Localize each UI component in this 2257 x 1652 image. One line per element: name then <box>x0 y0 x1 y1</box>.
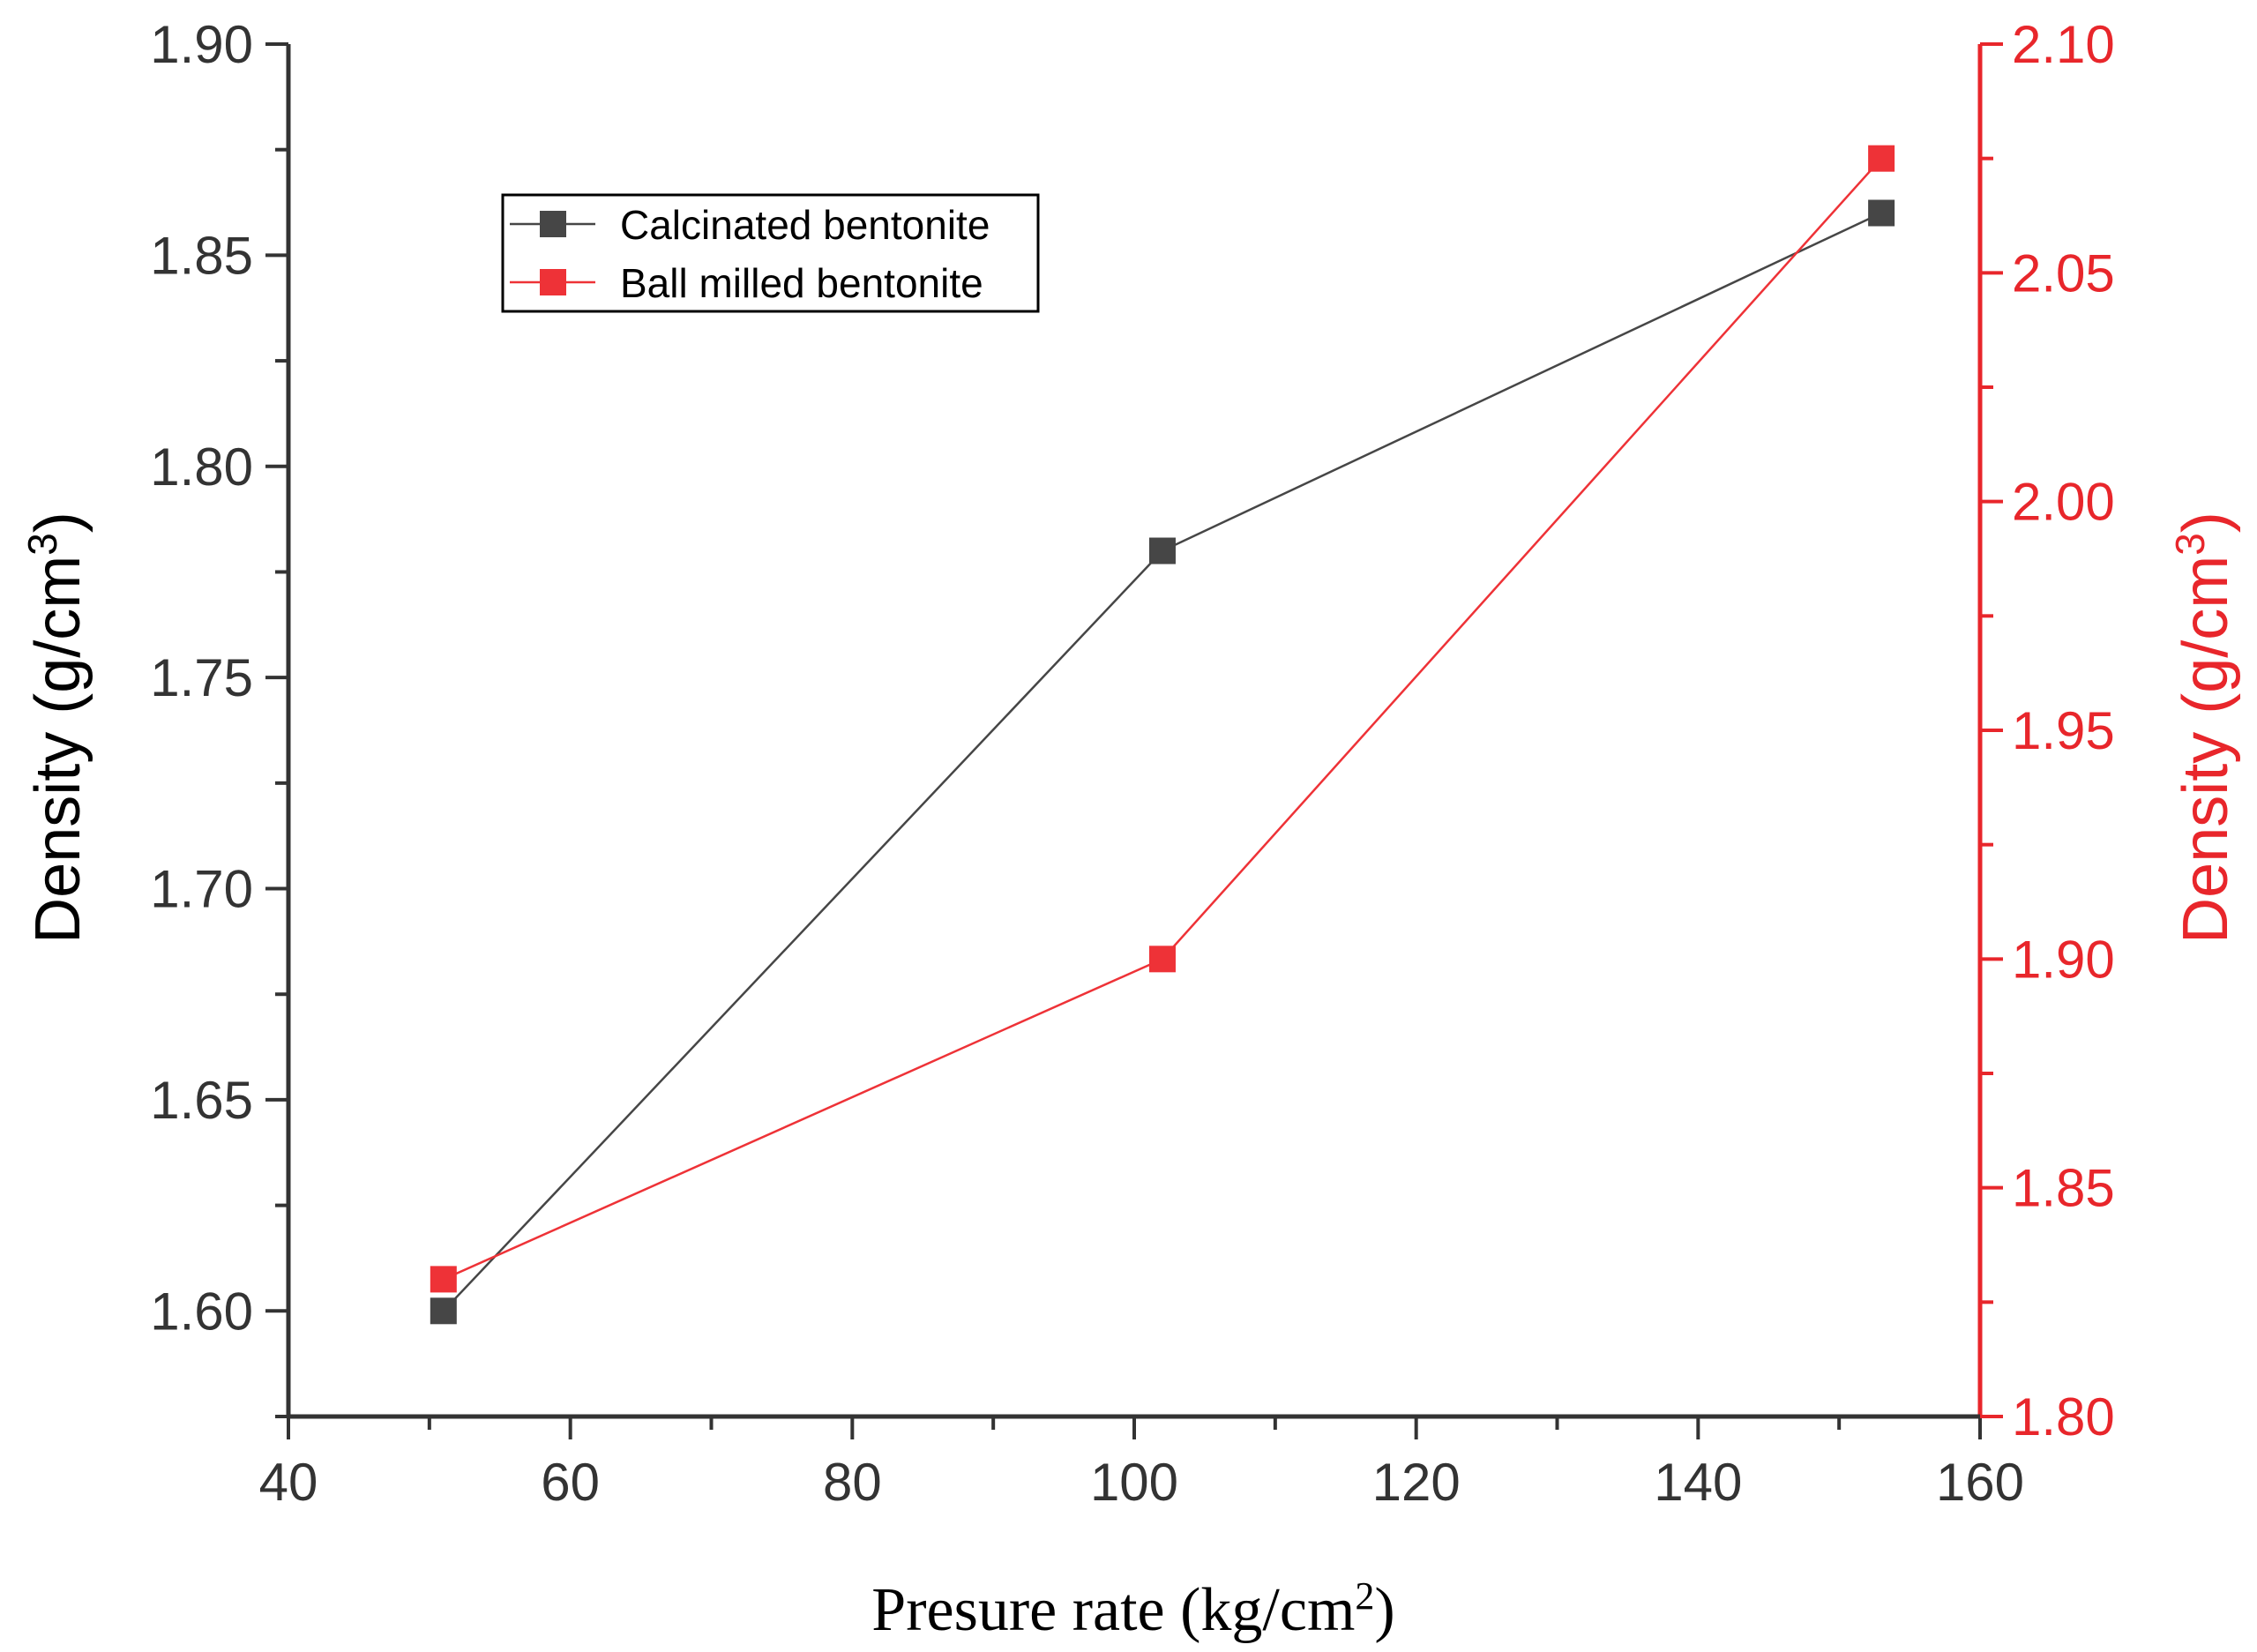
legend-marker-ball-milled <box>540 269 566 295</box>
right-y-tick-label: 1.85 <box>2012 1159 2115 1218</box>
data-point-calcinated <box>1148 537 1176 564</box>
data-point-calcinated <box>1868 199 1895 227</box>
legend-label-ball-milled: Ball milled bentonite <box>620 260 983 306</box>
ticks: 40 60 80 100 120 140 160 1.60 1.65 1.70 1.75 1.80 1.… <box>150 15 2115 1512</box>
series-markers <box>430 145 1895 1325</box>
left-y-tick-label: 1.90 <box>150 15 253 74</box>
legend: Calcinated bentonite Ball milled bentoni… <box>501 193 1040 313</box>
right-y-tick-label: 1.95 <box>2012 701 2115 760</box>
data-point-ball-milled <box>1868 145 1895 172</box>
right-y-tick-label: 1.90 <box>2012 930 2115 989</box>
x-tick-label: 60 <box>541 1453 600 1512</box>
right-y-tick-label: 2.10 <box>2012 15 2115 74</box>
data-point-calcinated <box>430 1297 457 1325</box>
legend-frame <box>501 193 1040 313</box>
x-tick-label: 140 <box>1654 1453 1742 1512</box>
left-y-tick-label: 1.75 <box>150 648 253 707</box>
x-tick-label: 120 <box>1372 1453 1461 1512</box>
right-y-axis-title: Density (g/cm3) <box>2167 512 2241 944</box>
data-point-ball-milled <box>430 1266 457 1293</box>
series-line-calcinated <box>442 212 1882 1312</box>
left-y-tick-label: 1.60 <box>150 1282 253 1341</box>
series-line-ball-milled <box>443 157 1883 1281</box>
left-y-tick-label: 1.85 <box>150 226 253 285</box>
x-tick-label: 40 <box>259 1453 318 1512</box>
left-y-axis-title: Density (g/cm3) <box>19 512 93 944</box>
left-y-tick-label: 1.70 <box>150 860 253 919</box>
legend-label-calcinated: Calcinated bentonite <box>620 202 990 248</box>
right-y-tick-label: 1.80 <box>2012 1387 2115 1446</box>
x-axis-title: Presure rate (kg/cm2) <box>871 1574 1394 1645</box>
left-y-tick-label: 1.65 <box>150 1071 253 1130</box>
right-y-tick-label: 2.05 <box>2012 243 2115 303</box>
left-y-tick-label: 1.80 <box>150 437 253 497</box>
x-tick-label: 160 <box>1936 1453 2024 1512</box>
x-tick-label: 80 <box>823 1453 882 1512</box>
series-lines <box>442 157 1883 1312</box>
x-tick-label: 100 <box>1090 1453 1178 1512</box>
data-point-ball-milled <box>1148 946 1176 973</box>
legend-marker-calcinated <box>540 211 566 237</box>
right-y-tick-label: 2.00 <box>2012 473 2115 532</box>
